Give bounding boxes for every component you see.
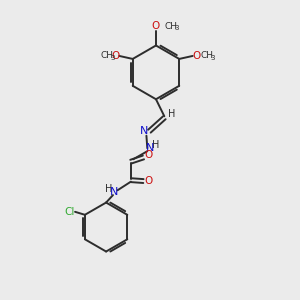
Text: CH: CH	[164, 22, 177, 31]
Text: O: O	[145, 150, 153, 161]
Text: N: N	[146, 143, 154, 153]
Text: H: H	[152, 140, 159, 150]
Text: N: N	[140, 126, 148, 136]
Text: N: N	[110, 187, 118, 197]
Text: Cl: Cl	[65, 207, 75, 217]
Text: H: H	[168, 109, 176, 119]
Text: O: O	[152, 21, 160, 31]
Text: O: O	[112, 51, 120, 61]
Text: 3: 3	[174, 25, 179, 31]
Text: CH: CH	[100, 51, 113, 60]
Text: 3: 3	[110, 55, 115, 61]
Text: H: H	[105, 184, 113, 194]
Text: CH: CH	[200, 51, 213, 60]
Text: 3: 3	[210, 55, 214, 61]
Text: O: O	[192, 51, 200, 61]
Text: O: O	[145, 176, 153, 186]
